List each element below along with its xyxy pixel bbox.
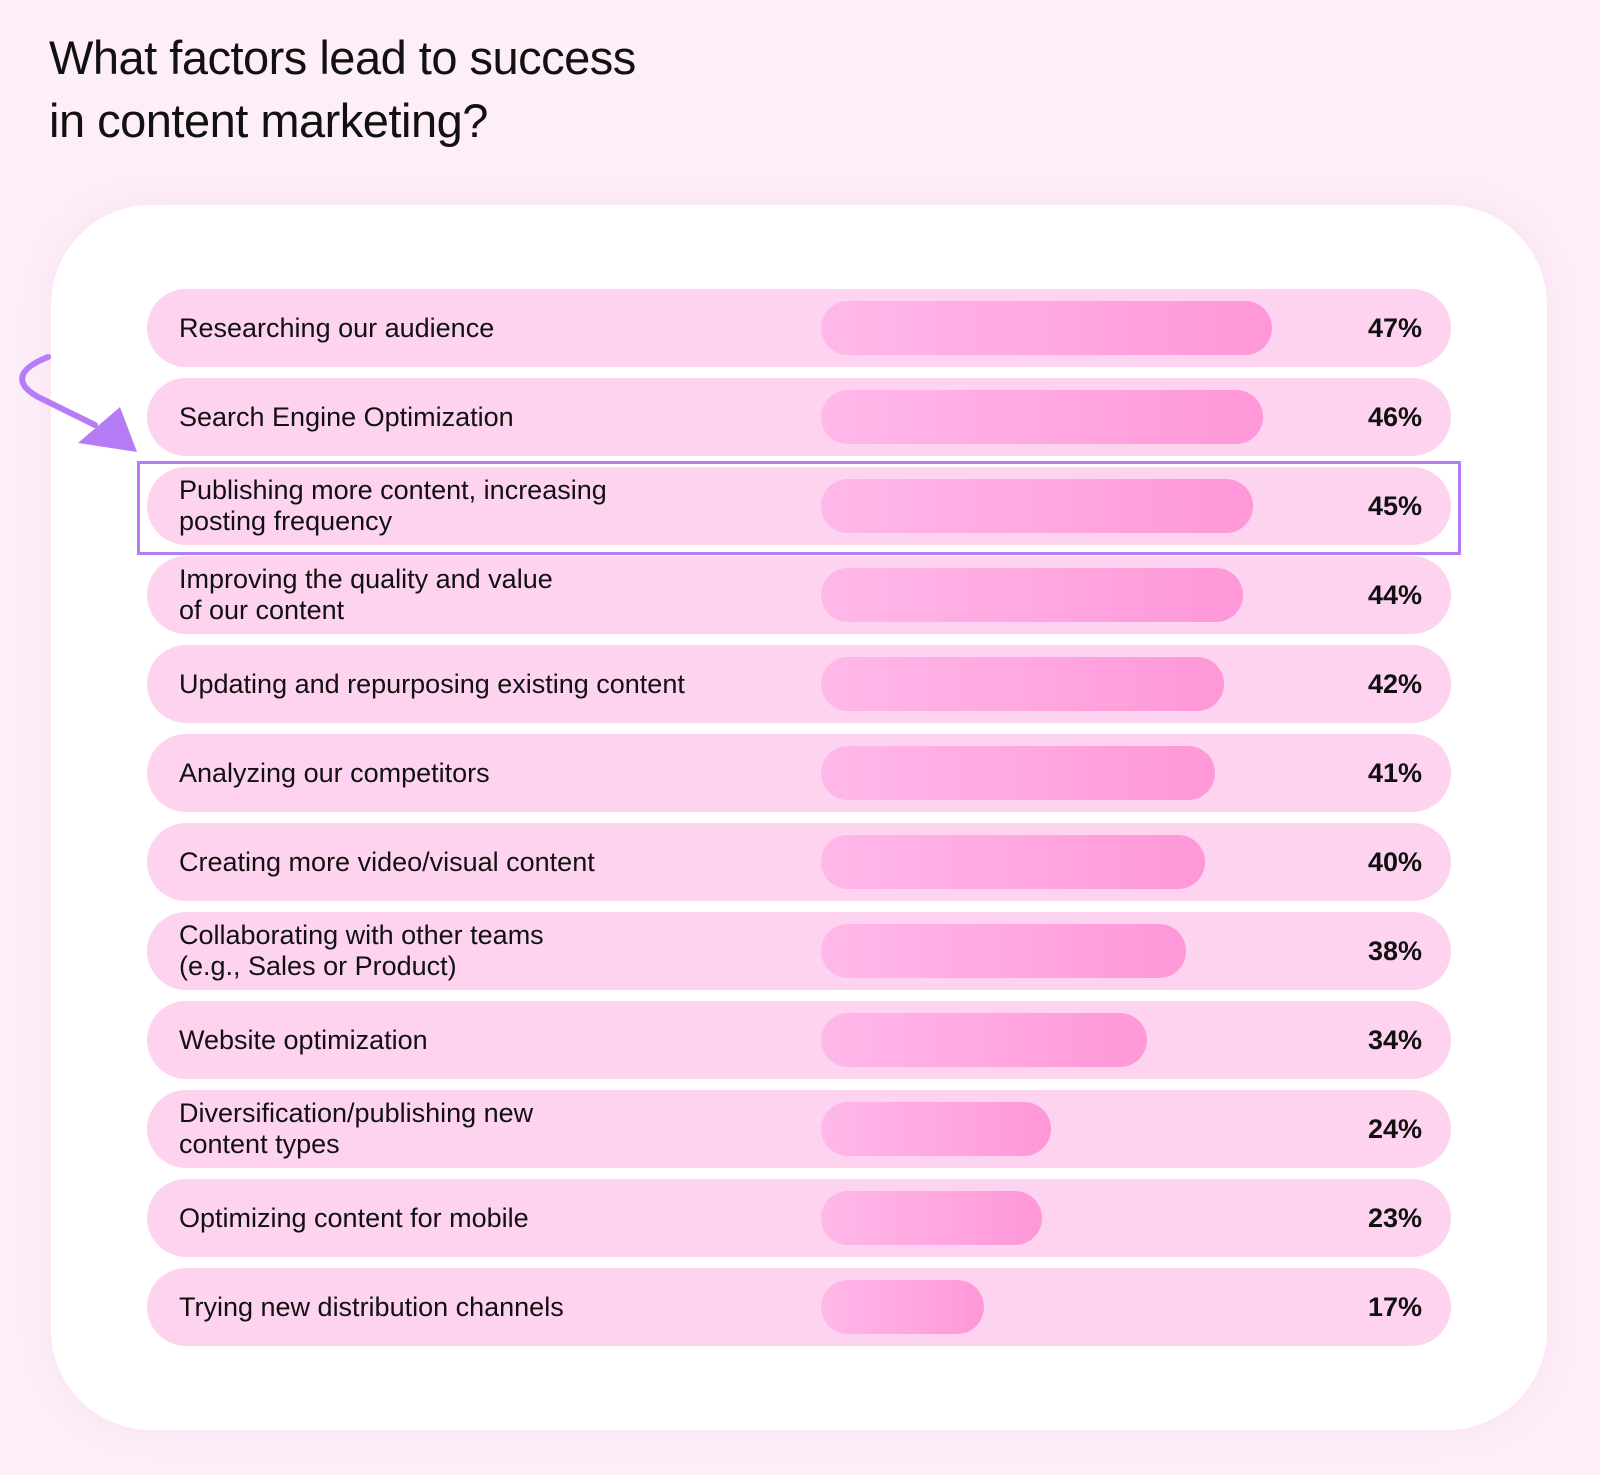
value-label: 17% bbox=[1367, 1291, 1422, 1322]
category-label: Creating more video/visual content bbox=[179, 846, 595, 877]
bar bbox=[821, 835, 1205, 889]
value-label: 23% bbox=[1367, 1202, 1422, 1233]
category-label: Optimizing content for mobile bbox=[179, 1202, 529, 1233]
bar bbox=[821, 1013, 1148, 1067]
bar bbox=[821, 1191, 1042, 1245]
value-label: 40% bbox=[1367, 846, 1422, 877]
bar bbox=[821, 568, 1244, 622]
value-label: 47% bbox=[1367, 312, 1422, 343]
bar-row: Search Engine Optimization 46% bbox=[147, 378, 1451, 456]
value-label: 44% bbox=[1367, 579, 1422, 610]
category-label: Analyzing our competitors bbox=[179, 757, 490, 788]
bar-row: Publishing more content, increasing post… bbox=[147, 467, 1451, 545]
category-label: Publishing more content, increasing post… bbox=[179, 475, 607, 536]
bar-row: Website optimization 34% bbox=[147, 1001, 1451, 1079]
category-label: Improving the quality and value of our c… bbox=[179, 564, 553, 625]
value-label: 42% bbox=[1367, 668, 1422, 699]
value-label: 34% bbox=[1367, 1024, 1422, 1055]
bar bbox=[821, 924, 1186, 978]
bar-row: Diversification/publishing new content t… bbox=[147, 1090, 1451, 1168]
value-label: 41% bbox=[1367, 757, 1422, 788]
category-label: Diversification/publishing new content t… bbox=[179, 1098, 534, 1159]
bar-row: Analyzing our competitors 41% bbox=[147, 734, 1451, 812]
highlight-box bbox=[137, 461, 1461, 555]
bar bbox=[821, 301, 1273, 355]
category-label: Search Engine Optimization bbox=[179, 401, 514, 432]
bar bbox=[821, 390, 1263, 444]
category-label: Website optimization bbox=[179, 1024, 428, 1055]
category-label: Researching our audience bbox=[179, 312, 495, 343]
bar bbox=[821, 1280, 985, 1334]
category-label: Collaborating with other teams (e.g., Sa… bbox=[179, 920, 544, 981]
bar-row: Creating more video/visual content 40% bbox=[147, 823, 1451, 901]
chart-title: What factors lead to success in content … bbox=[49, 31, 636, 147]
bar bbox=[821, 746, 1215, 800]
bar-row: Collaborating with other teams (e.g., Sa… bbox=[147, 912, 1451, 990]
bar-row: Updating and repurposing existing conten… bbox=[147, 645, 1451, 723]
bar bbox=[821, 1102, 1052, 1156]
curved-arrow-icon bbox=[19, 354, 137, 452]
category-label: Trying new distribution channels bbox=[179, 1291, 564, 1322]
category-label: Updating and repurposing existing conten… bbox=[179, 668, 685, 699]
bar-row: Optimizing content for mobile 23% bbox=[147, 1179, 1451, 1257]
bar-row: Researching our audience 47% bbox=[147, 289, 1451, 367]
bar bbox=[821, 657, 1225, 711]
bar bbox=[821, 479, 1253, 533]
value-label: 45% bbox=[1367, 490, 1422, 521]
value-label: 24% bbox=[1367, 1113, 1422, 1144]
value-label: 46% bbox=[1367, 401, 1422, 432]
bar-row: Trying new distribution channels 17% bbox=[147, 1268, 1451, 1346]
value-label: 38% bbox=[1367, 935, 1422, 966]
bar-row: Improving the quality and value of our c… bbox=[147, 556, 1451, 634]
